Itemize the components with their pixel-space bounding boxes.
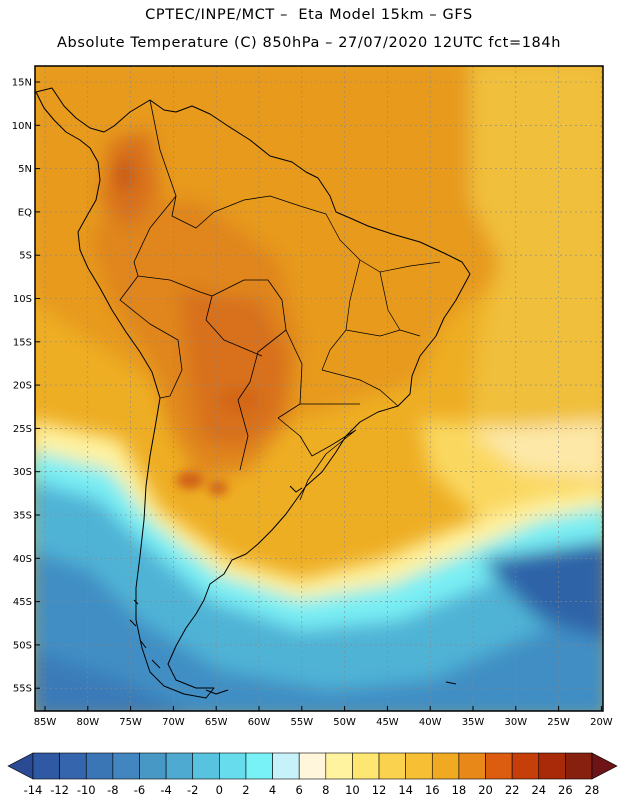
colorbar-label: 22 xyxy=(505,783,520,797)
colorbar-swatch xyxy=(245,752,273,780)
colorbar-swatch xyxy=(219,752,247,780)
colorbar-label: 4 xyxy=(269,783,276,797)
lat-tick-label: 40S xyxy=(13,554,32,565)
lat-tick-label: 35S xyxy=(13,511,32,522)
lat-tick-label: 10S xyxy=(13,294,32,305)
lon-tick-label: 20W xyxy=(590,717,613,728)
colorbar-label: -12 xyxy=(50,783,69,797)
colorbar-swatch xyxy=(85,752,114,780)
colorbar-label: 16 xyxy=(425,783,440,797)
lon-tick-label: 60W xyxy=(248,717,271,728)
colorbar-label: -6 xyxy=(134,783,145,797)
lon-tick-label: 35W xyxy=(462,717,485,728)
lon-tick-label: 45W xyxy=(376,717,399,728)
colorbar-label: -2 xyxy=(187,783,198,797)
colorbar-label: 26 xyxy=(558,783,573,797)
country-borders xyxy=(119,99,357,501)
colorbar-swatch xyxy=(112,752,140,780)
colorbar-label: 20 xyxy=(478,783,493,797)
longitude-axis: 85W 80W 75W 70W 65W 60W 55W 50W 45W 40W 35W 30W 25W 2… xyxy=(34,706,613,728)
colorbar-label: 12 xyxy=(372,783,387,797)
lat-tick-label: 15S xyxy=(13,337,32,348)
lat-tick-label: 20S xyxy=(13,381,32,392)
coastlines-and-borders xyxy=(35,87,471,699)
colorbar-label: 24 xyxy=(531,783,546,797)
colorbar-swatch xyxy=(298,752,327,780)
lat-tick-label: 30S xyxy=(13,467,32,478)
colorbar-swatch xyxy=(325,752,353,780)
colorbar-label: -4 xyxy=(160,783,171,797)
colorbar-swatch xyxy=(511,752,540,780)
lon-tick-label: 50W xyxy=(333,717,356,728)
lon-tick-label: 55W xyxy=(290,717,313,728)
map-title-line2: Absolute Temperature (C) 850hPa – 27/07/… xyxy=(57,35,561,51)
colorbar-label: 6 xyxy=(296,783,303,797)
colorbar-label: -14 xyxy=(24,783,43,797)
lat-tick-label: 5N xyxy=(18,164,32,175)
colorbar-label: 10 xyxy=(345,783,360,797)
colorbar-label: 28 xyxy=(585,783,600,797)
colorbar-swatch xyxy=(405,752,433,780)
latitude-axis: 15N 10N 5N EQ 5S 10S 15S 20S 25S 30S 35S 40S 45S 50S 5… xyxy=(12,78,40,695)
lat-tick-label: 45S xyxy=(13,597,32,608)
colorbar-swatch xyxy=(165,752,194,780)
map-frame xyxy=(34,65,604,712)
lat-tick-label: 5S xyxy=(19,251,32,262)
lat-tick-label: 15N xyxy=(12,78,32,89)
lat-tick-label: 50S xyxy=(13,640,32,651)
lon-tick-label: 85W xyxy=(34,717,57,728)
colorbar-swatch xyxy=(352,752,380,780)
lon-tick-label: 25W xyxy=(547,717,570,728)
colorbar-label: 0 xyxy=(216,783,223,797)
lon-tick-label: 70W xyxy=(162,717,185,728)
lat-tick-label: 55S xyxy=(13,684,32,695)
colorbar-swatch xyxy=(458,752,486,780)
colorbar-swatch xyxy=(272,752,300,780)
colorbar-swatch xyxy=(565,752,593,780)
islands xyxy=(129,485,457,695)
colorbar-swatch xyxy=(485,752,513,780)
colorbar-swatch xyxy=(431,752,460,780)
colorbar-label: 18 xyxy=(452,783,467,797)
colorbar-swatch xyxy=(59,752,87,780)
lon-tick-label: 30W xyxy=(504,717,527,728)
south-america-coastline xyxy=(35,87,471,699)
colorbar xyxy=(7,752,618,780)
colorbar-low-arrow xyxy=(7,752,34,780)
colorbar-label: -10 xyxy=(77,783,96,797)
colorbar-swatch xyxy=(32,752,60,780)
colorbar-high-arrow xyxy=(591,752,618,780)
colorbar-label: 8 xyxy=(322,783,329,797)
temperature-field xyxy=(35,66,603,711)
colorbar-label: 14 xyxy=(398,783,413,797)
lon-tick-label: 75W xyxy=(119,717,142,728)
lat-tick-label: 10N xyxy=(12,121,32,132)
lat-tick-label: EQ xyxy=(18,207,32,218)
colorbar-swatch xyxy=(192,752,220,780)
lat-tick-label: 25S xyxy=(13,424,32,435)
colorbar-label: 2 xyxy=(242,783,249,797)
brazil-states xyxy=(300,213,441,407)
colorbar-labels: -14 -12 -10 -8 -6 -4 -2 0 2 4 6 8 10 12 14 16 18 20 22 24 26… xyxy=(24,783,600,797)
lon-tick-label: 40W xyxy=(419,717,442,728)
map-title-line1: CPTEC/INPE/MCT – Eta Model 15km – GFS xyxy=(145,7,473,23)
lon-tick-label: 80W xyxy=(76,717,99,728)
colorbar-swatch xyxy=(378,752,406,780)
lon-tick-label: 65W xyxy=(205,717,228,728)
colorbar-swatch xyxy=(139,752,167,780)
colorbar-swatch xyxy=(538,752,566,780)
colorbar-label: -8 xyxy=(107,783,118,797)
